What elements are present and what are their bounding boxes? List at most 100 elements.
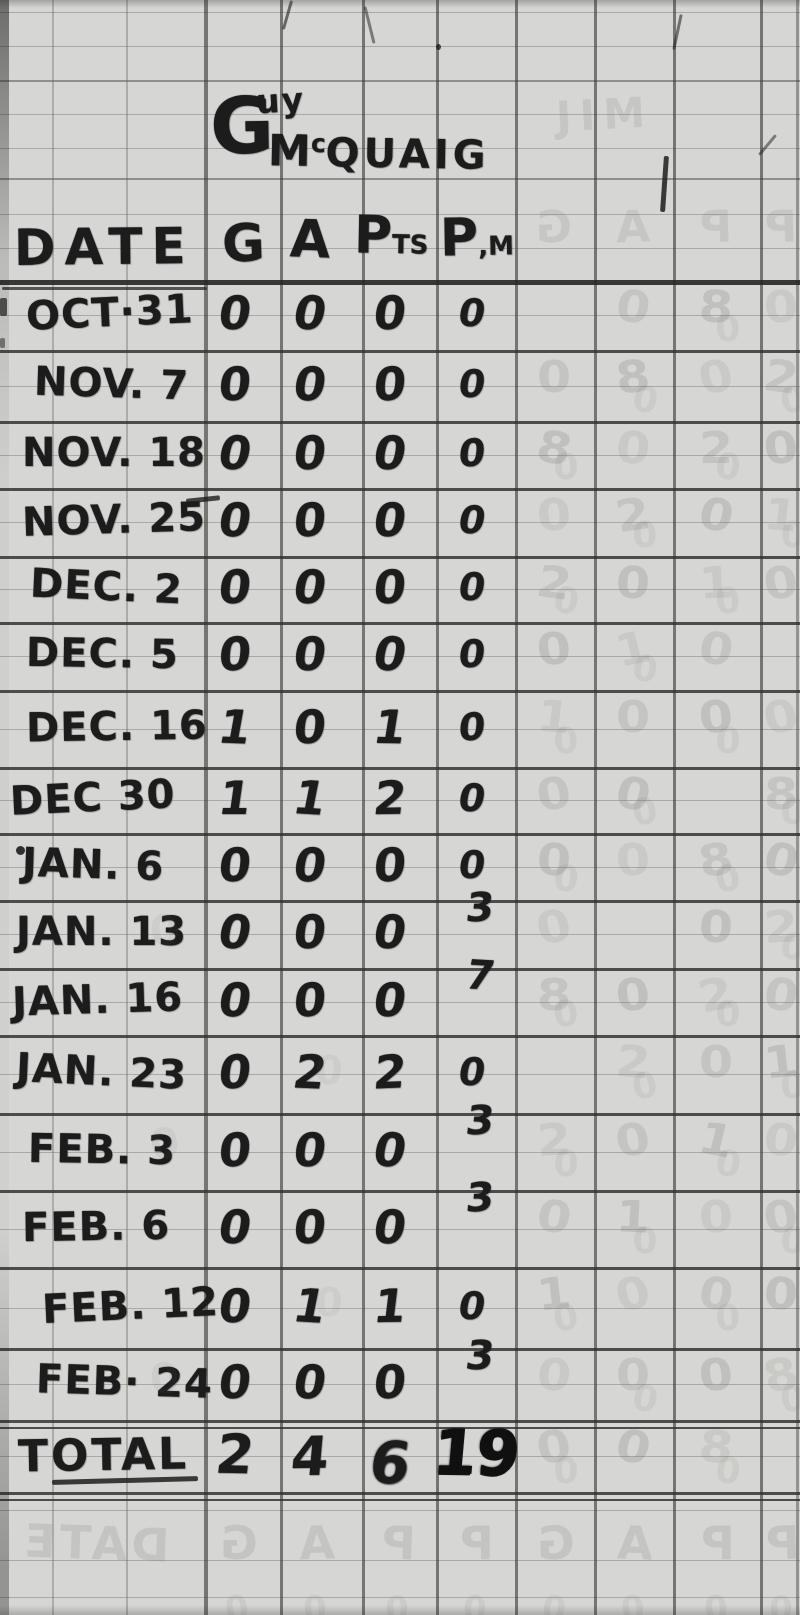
cell-pts: 0: [369, 425, 411, 481]
cell-pim: 0: [456, 430, 488, 476]
ghost-bottom-echo: P: [697, 1516, 735, 1570]
row-date: OCT·31: [25, 286, 195, 340]
cell-g: 0: [216, 626, 254, 682]
ghost-bottom-scribble: 0: [539, 1587, 569, 1615]
ghost-cell-mark: 0: [550, 857, 582, 902]
stray-pen-mark: [436, 44, 441, 50]
ghost-bottom-echo: P: [456, 1516, 494, 1570]
cell-pim: 0: [455, 564, 489, 610]
cell-a: 0: [291, 699, 329, 755]
grid-row-line: [0, 767, 800, 770]
cell-a: 0: [291, 972, 329, 1028]
ghost-bottom-echo: DATE: [19, 1513, 171, 1573]
grid-rule: [0, 214, 800, 215]
cell-pim: 0: [454, 497, 490, 543]
ghost-cell-mark: 0: [777, 1219, 800, 1264]
total-label: TOTAL: [17, 1428, 190, 1483]
ghost-cell-mark: 0: [628, 1063, 662, 1110]
ghost-cell-mark: 0: [534, 1348, 575, 1403]
cell-g: 0: [214, 1199, 256, 1255]
ghost-cell-mark: 0: [693, 487, 739, 544]
grid-row-line: [0, 350, 800, 353]
ghost-cell-mark: 0: [533, 622, 574, 677]
cell-pts: 1: [369, 699, 411, 755]
stray-pen-mark: [281, 0, 294, 30]
ghost-cell-mark: 0: [313, 1278, 345, 1328]
ghost-cell-mark: 0: [552, 1143, 580, 1186]
row-date: DEC. 2: [29, 560, 184, 614]
ghost-cell-mark: 0: [611, 279, 655, 336]
cell-g: 0: [214, 492, 256, 548]
cell-a: 1: [288, 770, 332, 826]
cell-pts: 0: [371, 837, 409, 893]
surname-m: M: [267, 126, 312, 177]
grid-row-line: [0, 1348, 800, 1351]
ghost-cell-mark: 0: [711, 856, 745, 903]
grid-rule: [0, 46, 800, 47]
grid-row-line: [0, 1035, 800, 1038]
grid-column-line: [204, 0, 208, 1615]
ghost-cell-mark: 0: [629, 647, 661, 692]
ghost-cell-mark: 0: [762, 1268, 800, 1321]
ghost-bottom-echo: P: [377, 1515, 417, 1571]
pim-sub: ,M: [478, 231, 515, 262]
cell-g: 0: [216, 356, 254, 412]
grid-rule: [0, 589, 800, 590]
grid-row-line: [0, 833, 800, 836]
cell-a: 0: [290, 1123, 330, 1177]
player-surname: McQUAIG: [268, 126, 490, 179]
grid-row-line: [0, 1267, 800, 1270]
cell-a: 0: [289, 1354, 331, 1410]
grid-rule: [0, 1229, 800, 1230]
cell-a: 0: [290, 425, 330, 481]
cell-g: 0: [215, 1044, 255, 1100]
cell-g: 0: [216, 1354, 254, 1410]
grid-rule: [0, 1597, 800, 1598]
ghost-cell-mark: 0: [632, 1221, 658, 1262]
ghost-cell-mark: 2: [698, 423, 734, 474]
col-header-goals: G: [220, 213, 266, 275]
row-date: NOV. 18: [22, 430, 206, 476]
grid-row-line: [0, 1190, 800, 1193]
ghost-header-echo: P: [763, 201, 798, 254]
col-header-date: DATE: [13, 217, 195, 277]
cell-pim: 3: [462, 1333, 498, 1379]
grid-row-line: [0, 1113, 800, 1116]
grid-row-line: [0, 556, 800, 559]
grid-column-line: [760, 0, 763, 1615]
ghost-bottom-scribble: 0: [702, 1588, 730, 1615]
grid-column-line: [594, 0, 597, 1615]
ghost-bottom-scribble: 0: [618, 1587, 648, 1615]
stray-pen-mark: [2, 287, 207, 290]
ghost-header-echo: A: [615, 201, 651, 254]
grid-column-line: [436, 0, 439, 1615]
row-date: DEC 30: [9, 771, 177, 825]
cell-g: 1: [214, 699, 256, 755]
cell-pts: 0: [370, 973, 410, 1027]
surname-rest: QUAIG: [325, 130, 490, 179]
ghost-cell-mark: 0: [777, 378, 800, 423]
grid-rule: [0, 867, 800, 868]
grid-row-line: [0, 421, 800, 424]
col-header-points: PTS: [353, 205, 429, 266]
row-date: JAN. 16: [11, 974, 184, 1026]
grid-rule: [0, 148, 800, 149]
grid-total-line: [0, 1499, 800, 1501]
grid-rule: [0, 1074, 800, 1075]
grid-rule: [0, 729, 800, 730]
grid-rule: [0, 1002, 800, 1003]
ghost-cell-mark: 0: [614, 557, 652, 610]
ghost-cell-mark: 0: [760, 421, 800, 476]
surname-c: c: [310, 128, 327, 159]
ghost-cell-mark: 0: [712, 445, 744, 490]
ghost-cell-mark: 0: [695, 1348, 736, 1403]
ghost-cell-mark: 0: [613, 421, 654, 476]
cell-pim: 0: [456, 704, 488, 750]
grid-total-line: [0, 1427, 800, 1429]
cell-pts: 0: [368, 1122, 412, 1178]
cell-g: 0: [214, 972, 256, 1028]
cell-pts: 0: [370, 285, 410, 341]
ghost-bottom-scribble: 0: [222, 1587, 252, 1615]
row-date: DEC. 5: [25, 629, 180, 679]
ghost-cell-mark: 0: [629, 790, 661, 835]
